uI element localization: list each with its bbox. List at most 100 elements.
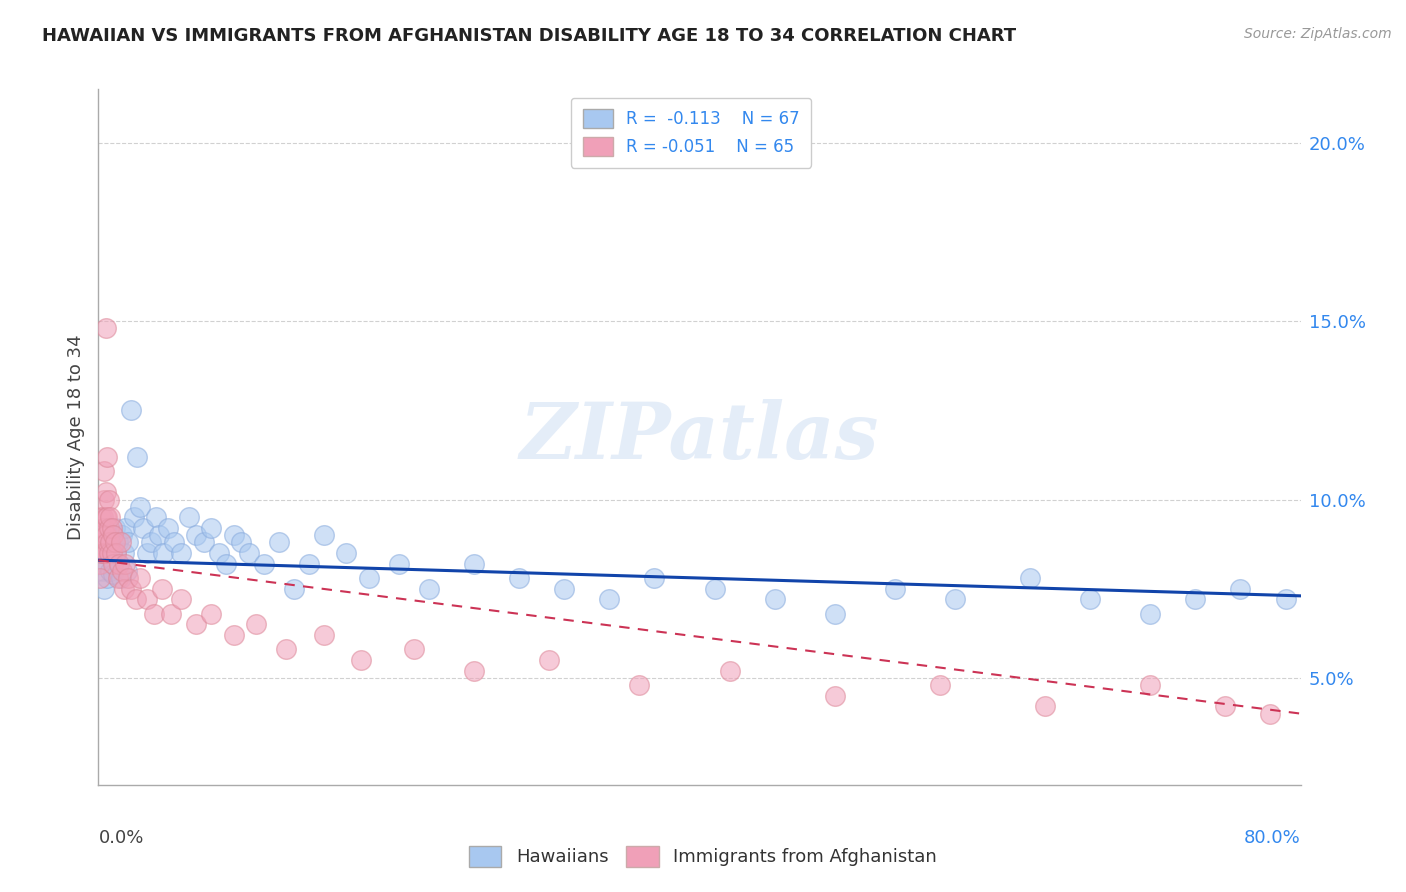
Point (200, 521, 222, 535)
Point (1215, 699, 1237, 714)
Legend: Hawaiians, Immigrants from Afghanistan: Hawaiians, Immigrants from Afghanistan (461, 838, 945, 874)
Point (97, 521, 120, 535)
Point (1229, 582, 1251, 596)
Point (110, 535, 132, 549)
Point (115, 564, 138, 578)
Point (90, 528, 112, 542)
Point (117, 535, 139, 549)
Point (1274, 592, 1296, 607)
Point (97, 492, 120, 507)
Point (104, 521, 127, 535)
Text: 80.0%: 80.0% (1244, 829, 1301, 847)
Point (335, 546, 357, 560)
Point (143, 607, 166, 621)
Point (1078, 592, 1101, 607)
Point (100, 510, 122, 524)
Point (129, 500, 152, 514)
Point (111, 564, 134, 578)
Point (350, 653, 373, 667)
Point (170, 546, 193, 560)
Point (763, 592, 786, 607)
Point (96, 450, 118, 464)
Point (170, 592, 193, 607)
Point (145, 510, 167, 524)
Text: HAWAIIAN VS IMMIGRANTS FROM AFGHANISTAN DISABILITY AGE 18 TO 34 CORRELATION CHAR: HAWAIIAN VS IMMIGRANTS FROM AFGHANISTAN … (42, 27, 1017, 45)
Point (101, 553, 124, 567)
Point (108, 557, 131, 571)
Point (193, 535, 215, 549)
Point (463, 557, 485, 571)
Point (91, 521, 114, 535)
Point (184, 528, 207, 542)
Point (129, 571, 152, 585)
Point (222, 628, 245, 642)
Point (89, 557, 111, 571)
Point (132, 521, 155, 535)
Point (357, 571, 380, 585)
Point (238, 546, 260, 560)
Point (388, 557, 411, 571)
Point (124, 510, 146, 524)
Point (703, 582, 725, 596)
Point (156, 521, 179, 535)
Point (135, 592, 157, 607)
Point (125, 592, 148, 607)
Point (298, 557, 321, 571)
Point (628, 678, 651, 692)
Point (127, 450, 149, 464)
Point (121, 403, 143, 417)
Point (643, 571, 665, 585)
Point (162, 535, 184, 549)
Point (159, 607, 181, 621)
Text: 0.0%: 0.0% (98, 829, 143, 847)
Point (222, 528, 245, 542)
Point (114, 521, 136, 535)
Point (101, 521, 124, 535)
Point (91, 510, 114, 524)
Point (94, 485, 117, 500)
Point (94, 510, 117, 524)
Point (94, 557, 117, 571)
Legend: R =  -0.113    N = 67, R = -0.051    N = 65: R = -0.113 N = 67, R = -0.051 N = 65 (571, 97, 811, 168)
Point (100, 535, 122, 549)
Point (93, 521, 115, 535)
Point (112, 582, 135, 596)
Point (402, 642, 425, 657)
Point (94, 546, 117, 560)
Point (718, 664, 741, 678)
Point (114, 557, 136, 571)
Point (97, 546, 120, 560)
Point (1019, 571, 1042, 585)
Point (824, 689, 846, 703)
Point (97, 546, 120, 560)
Point (111, 528, 134, 542)
Point (91, 546, 114, 560)
Point (121, 582, 143, 596)
Point (553, 582, 575, 596)
Point (152, 546, 174, 560)
Point (208, 546, 231, 560)
Point (103, 528, 125, 542)
Point (103, 557, 125, 571)
Point (150, 582, 173, 596)
Point (100, 564, 122, 578)
Point (104, 535, 127, 549)
Point (93, 582, 115, 596)
Point (824, 607, 846, 621)
Point (100, 535, 122, 549)
Point (135, 546, 157, 560)
Point (93, 546, 115, 560)
Point (1260, 706, 1282, 721)
Point (883, 582, 905, 596)
Point (1139, 678, 1161, 692)
Y-axis label: Disability Age 18 to 34: Disability Age 18 to 34 (66, 334, 84, 540)
Point (101, 546, 124, 560)
Point (200, 607, 222, 621)
Point (215, 557, 238, 571)
Point (418, 582, 440, 596)
Point (508, 571, 530, 585)
Point (90, 510, 112, 524)
Point (148, 528, 170, 542)
Point (108, 557, 131, 571)
Point (929, 678, 952, 692)
